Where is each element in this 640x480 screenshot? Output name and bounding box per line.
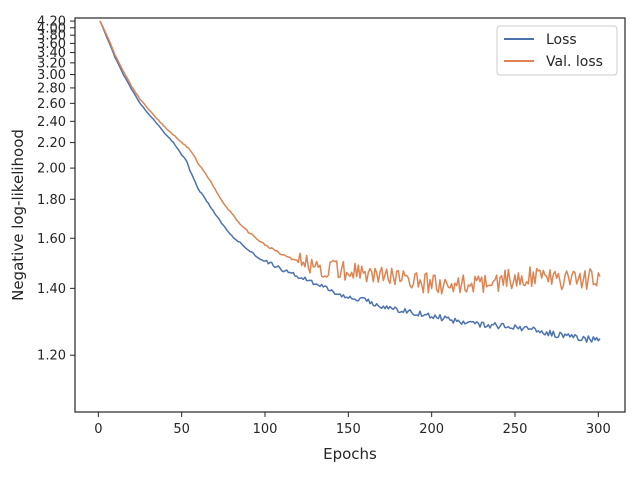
x-tick-label: 200 bbox=[419, 422, 444, 437]
series-line-val-loss bbox=[99, 20, 601, 295]
x-tick-label: 300 bbox=[586, 422, 611, 437]
y-tick-label: 2.60 bbox=[37, 97, 66, 112]
legend: Loss Val. loss bbox=[496, 25, 618, 76]
y-tick-label: 3.60 bbox=[37, 37, 66, 52]
y-tick-label: 1.60 bbox=[37, 232, 66, 247]
plot-frame bbox=[74, 17, 626, 413]
y-tick-label: 1.80 bbox=[37, 193, 66, 208]
x-tick-label: 150 bbox=[336, 422, 361, 437]
y-axis-label: Negative log-likelihood bbox=[9, 129, 27, 301]
y-tick-label: 3.40 bbox=[37, 46, 66, 61]
y-tick-label: 1.40 bbox=[37, 282, 66, 297]
y-tick-label: 2.80 bbox=[37, 81, 66, 96]
y-tick-label: 1.20 bbox=[37, 349, 66, 364]
x-axis-label: Epochs bbox=[323, 445, 377, 463]
legend-label-val-loss: Val. loss bbox=[546, 54, 603, 70]
y-tick-label: 3.20 bbox=[37, 56, 66, 71]
x-axis: 0 50 100 150 200 250 300 bbox=[94, 412, 611, 437]
y-tick-label: 2.00 bbox=[37, 162, 66, 177]
x-tick-label: 50 bbox=[173, 422, 190, 437]
y-tick-label: 4.20 bbox=[37, 15, 66, 30]
series-line-loss bbox=[99, 20, 601, 343]
y-tick-label: 2.20 bbox=[37, 136, 66, 151]
y-tick-label: 3.00 bbox=[37, 68, 66, 83]
x-tick-label: 100 bbox=[253, 422, 278, 437]
y-tick-label: 4.00 bbox=[37, 21, 66, 36]
legend-label-loss: Loss bbox=[546, 32, 577, 48]
y-axis: 1.20 1.40 1.60 1.80 2.00 2.20 2.40 2.602.803.00… bbox=[37, 15, 75, 364]
x-tick-label: 250 bbox=[503, 422, 528, 437]
x-tick-label: 0 bbox=[94, 422, 102, 437]
y-tick-label: 2.40 bbox=[37, 115, 66, 130]
y-tick-label: 3.80 bbox=[37, 29, 66, 44]
